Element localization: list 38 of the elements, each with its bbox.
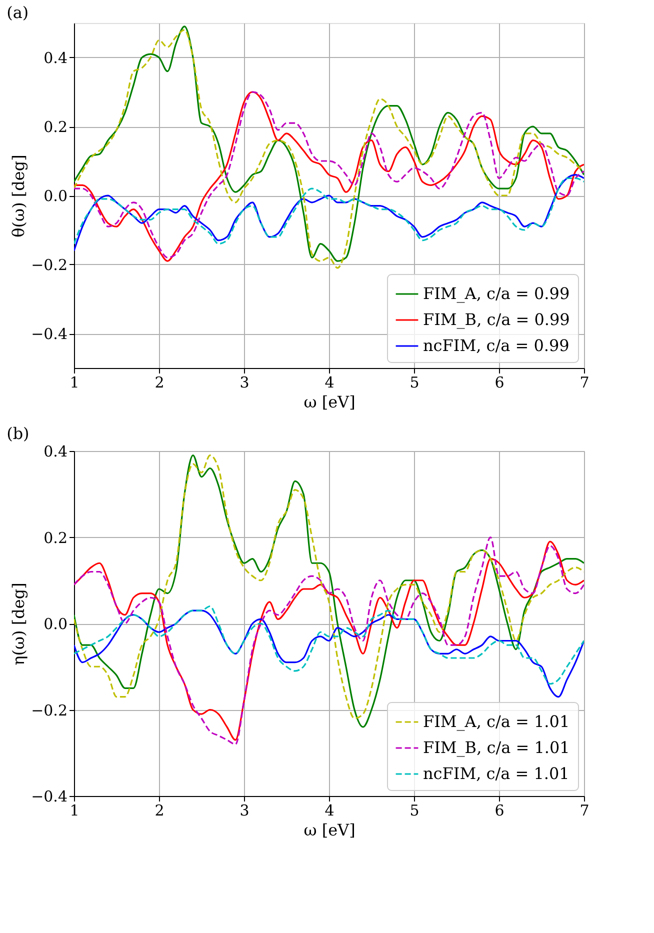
x-tick-label: 2 bbox=[154, 374, 164, 392]
legend-label: FIM_A, c/a = 0.99 bbox=[423, 284, 570, 303]
y-tick-label: −0.4 bbox=[31, 788, 68, 806]
y-tick-label: 0.0 bbox=[44, 187, 68, 205]
y-tick-label: 0.0 bbox=[44, 615, 68, 633]
legend-label: ncFIM, c/a = 0.99 bbox=[423, 336, 570, 355]
legend-label: FIM_B, c/a = 0.99 bbox=[423, 310, 570, 329]
x-tick-label: 7 bbox=[580, 374, 590, 392]
legend-label: FIM_A, c/a = 1.01 bbox=[423, 712, 570, 731]
x-tick-label: 6 bbox=[494, 374, 504, 392]
x-tick-label: 7 bbox=[580, 802, 590, 820]
y-tick-label: −0.2 bbox=[31, 701, 68, 720]
y-tick-label: 0.2 bbox=[44, 118, 68, 136]
chart-title: (b) bbox=[6, 424, 30, 443]
x-tick-label: 3 bbox=[240, 802, 250, 820]
x-tick-label: 4 bbox=[324, 802, 334, 820]
legend-label: ncFIM, c/a = 1.01 bbox=[423, 764, 570, 783]
x-tick-label: 6 bbox=[494, 802, 504, 820]
line-series bbox=[74, 605, 584, 685]
y-tick-label: −0.2 bbox=[31, 256, 68, 274]
x-tick-label: 2 bbox=[154, 802, 164, 820]
x-axis-title: ω [eV] bbox=[304, 392, 356, 412]
x-axis-title: ω [eV] bbox=[304, 820, 356, 840]
y-tick-label: 0.4 bbox=[44, 49, 68, 67]
chart-title: (a) bbox=[6, 3, 29, 22]
x-tick-label: 5 bbox=[410, 802, 420, 820]
x-tick-label: 1 bbox=[70, 802, 80, 820]
line-series bbox=[74, 610, 584, 698]
y-tick-label: 0.2 bbox=[44, 528, 68, 547]
y-tick-label: −0.4 bbox=[31, 325, 68, 343]
x-tick-label: 1 bbox=[70, 374, 80, 392]
x-tick-label: 4 bbox=[324, 374, 334, 392]
y-axis-title: θ(ω) [deg] bbox=[9, 154, 28, 238]
y-tick-label: 0.4 bbox=[44, 442, 68, 460]
legend-label: FIM_B, c/a = 1.01 bbox=[423, 738, 570, 757]
x-tick-label: 3 bbox=[240, 374, 250, 392]
y-axis-title: η(ω) [deg] bbox=[9, 582, 28, 666]
x-tick-label: 5 bbox=[410, 374, 420, 392]
